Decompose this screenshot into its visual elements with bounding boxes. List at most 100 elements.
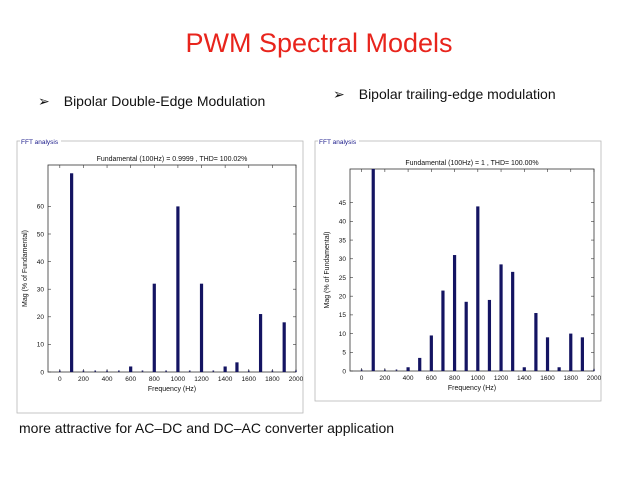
slide-title: PWM Spectral Models: [185, 28, 453, 58]
bullet-right: ➢ Bipolar trailing-edge modulation: [333, 86, 556, 103]
baseline-dot: [188, 370, 191, 372]
x-tick-label: 600: [426, 375, 437, 382]
x-tick-label: 1200: [194, 376, 209, 383]
x-tick-label: 1400: [218, 376, 233, 383]
bar: [534, 313, 538, 371]
panel-frame: [16, 140, 304, 414]
x-tick-label: 200: [78, 376, 89, 383]
bar: [557, 367, 561, 371]
x-axis-label: Frequency (Hz): [448, 385, 496, 392]
y-tick-label: 15: [339, 312, 347, 319]
y-tick-label: 50: [37, 231, 45, 238]
bar: [258, 314, 263, 372]
y-tick-label: 45: [339, 200, 347, 207]
bar: [464, 301, 468, 371]
baseline-dot: [212, 370, 215, 372]
panel-label: FFT analysis: [21, 139, 59, 146]
x-tick-label: 1400: [517, 375, 532, 382]
bar: [406, 367, 410, 371]
baseline-dot: [82, 370, 85, 372]
y-tick-label: 20: [37, 314, 45, 321]
x-tick-label: 1600: [242, 376, 257, 383]
y-axis-label: Mag (% of Fundamental): [22, 230, 29, 307]
bar: [176, 206, 180, 372]
baseline-dot: [593, 369, 595, 371]
bar: [580, 337, 584, 371]
y-tick-label: 40: [339, 219, 347, 226]
x-tick-label: 400: [102, 376, 113, 383]
footer-note: more attractive for AC–DC and DC–AC conv…: [19, 420, 395, 436]
y-tick-label: 10: [339, 331, 347, 338]
x-tick-label: 1000: [171, 376, 186, 383]
x-tick-label: 0: [360, 375, 364, 382]
bar: [418, 357, 422, 371]
bar: [70, 173, 74, 372]
bar: [441, 290, 445, 371]
y-tick-label: 25: [339, 275, 347, 282]
bar: [235, 362, 239, 372]
bar: [429, 335, 433, 371]
bullet-left-text: Bipolar Double-Edge Modulation: [63, 93, 266, 109]
baseline-dot: [295, 370, 297, 372]
baseline-dot: [94, 370, 97, 372]
y-tick-label: 60: [37, 204, 45, 211]
bar: [371, 169, 375, 371]
y-tick-label: 40: [37, 259, 45, 266]
bar: [511, 271, 515, 371]
y-tick-label: 30: [339, 256, 347, 263]
x-tick-label: 800: [149, 376, 160, 383]
x-tick-label: 1200: [494, 375, 509, 382]
bullet-right-text: Bipolar trailing-edge modulation: [358, 86, 556, 102]
panel-frame: [314, 140, 602, 402]
bar: [487, 299, 492, 371]
bar: [476, 206, 480, 371]
bar: [282, 322, 286, 372]
arrow-bullet-icon: ➢: [38, 93, 50, 109]
baseline-dot: [106, 370, 108, 372]
bar: [152, 283, 156, 372]
y-tick-label: 10: [37, 342, 45, 349]
x-tick-label: 1800: [265, 376, 280, 383]
fft-panel-left: FFT analysis Fundamental (100Hz) = 0.9999…: [15, 133, 305, 416]
x-tick-label: 600: [125, 376, 136, 383]
bar: [223, 366, 227, 372]
y-axis-label: Mag (% of Fundamental): [324, 231, 331, 308]
arrow-bullet-icon: ➢: [333, 86, 345, 102]
axes-box: [349, 168, 595, 372]
bar: [452, 255, 457, 371]
x-tick-label: 0: [58, 376, 62, 383]
bar: [129, 366, 133, 372]
bar: [499, 264, 503, 371]
x-tick-label: 1800: [564, 375, 579, 382]
fft-chart-left: FFT analysis Fundamental (100Hz) = 0.9999…: [16, 136, 304, 414]
baseline-dot: [247, 370, 250, 372]
bar: [545, 337, 550, 371]
x-tick-label: 400: [403, 375, 414, 382]
panel-label: FFT analysis: [319, 139, 357, 146]
baseline-dot: [384, 369, 386, 371]
bar: [522, 367, 526, 371]
x-tick-label: 2000: [289, 376, 304, 383]
y-tick-label: 5: [342, 350, 346, 357]
x-tick-label: 800: [449, 375, 460, 382]
bar: [199, 283, 204, 372]
baseline-dot: [141, 370, 144, 372]
fft-panel-right: FFT analysis Fundamental (100Hz) = 1 , TH…: [313, 133, 603, 403]
baseline-dot: [271, 370, 274, 372]
y-tick-label: 35: [339, 237, 347, 244]
x-tick-label: 1600: [540, 375, 555, 382]
baseline-dot: [118, 370, 120, 372]
y-tick-label: 0: [342, 368, 346, 375]
chart-title: Fundamental (100Hz) = 0.9999 , THD= 100.…: [97, 156, 248, 163]
bar: [569, 333, 573, 371]
panel-label-bg: [318, 136, 359, 146]
fft-chart-right: FFT analysis Fundamental (100Hz) = 1 , TH…: [314, 136, 602, 402]
baseline-dot: [59, 370, 61, 372]
bullet-left: ➢ Bipolar Double-Edge Modulation: [38, 93, 265, 110]
baseline-dot: [360, 369, 363, 371]
x-tick-label: 1000: [471, 375, 486, 382]
y-tick-label: 0: [40, 369, 44, 376]
chart-title: Fundamental (100Hz) = 1 , THD= 100.00%: [405, 160, 538, 167]
panel-label-bg: [20, 136, 61, 146]
x-tick-label: 2000: [587, 375, 602, 382]
